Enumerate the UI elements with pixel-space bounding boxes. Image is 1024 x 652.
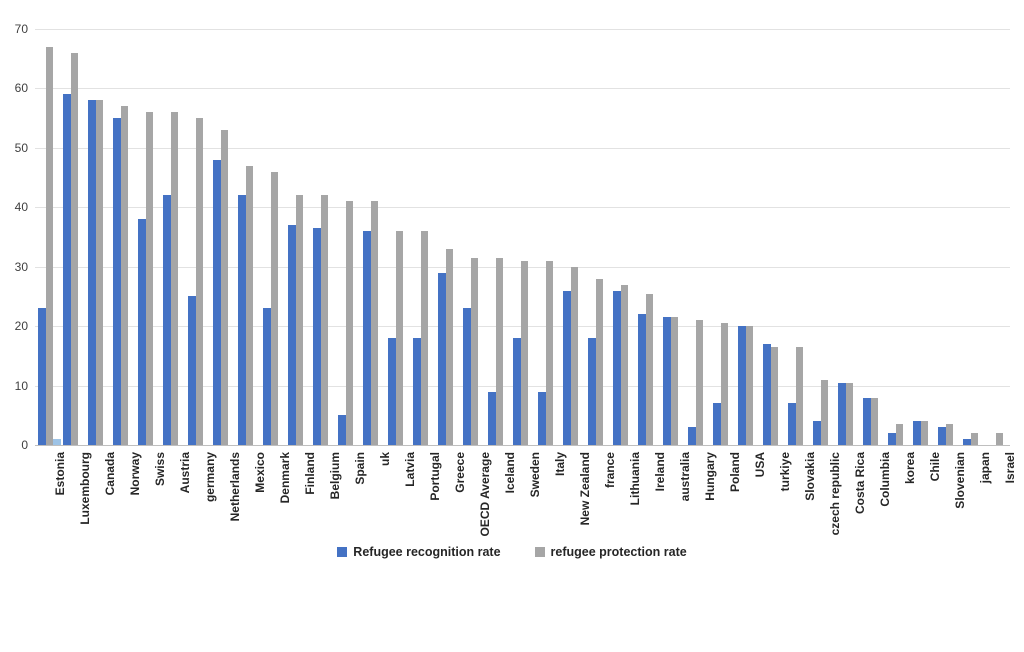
recognition-bar-germany — [188, 296, 196, 445]
recognition-bar-columbia — [863, 397, 871, 445]
recognition-bar-oecd-average — [463, 308, 471, 445]
protection-bar-japan — [970, 433, 978, 445]
recognition-bar-uk — [363, 231, 371, 445]
recognition-bar-poland — [713, 403, 721, 445]
recognition-bar-chile — [913, 421, 921, 445]
recognition-bar-new-zealand — [563, 290, 571, 445]
y-axis-label: 70 — [14, 22, 28, 36]
legend: Refugee recognition rate refugee protect… — [0, 543, 1024, 561]
protection-bar-netherlands — [220, 130, 228, 445]
protection-bar-finland — [295, 195, 303, 445]
protection-bar-swiss — [145, 112, 153, 445]
recognition-bar-korea — [888, 433, 896, 445]
y-axis-label: 10 — [14, 378, 28, 393]
protection-bar-denmark — [270, 171, 278, 445]
protection-bar-estonia — [45, 46, 53, 445]
recognition-bar-norway — [113, 118, 121, 445]
recognition-bar-netherlands — [213, 159, 221, 445]
recognition-bar-spain — [338, 415, 346, 445]
recognition-bar-lithuania — [613, 290, 621, 445]
legend-item-protection-rate: refugee protection rate — [534, 545, 687, 559]
recognition-bar-costa-rica — [838, 382, 846, 445]
protection-bar-czech-republic — [820, 379, 828, 445]
recognition-bar-sweden — [513, 338, 521, 445]
protection-bar-canada — [95, 100, 103, 445]
gridline — [35, 29, 1010, 30]
protection-bar-columbia — [870, 397, 878, 445]
protection-bar-iceland — [495, 257, 503, 445]
legend-swatch-gray-icon — [534, 547, 545, 557]
extra-light-blue-bar-estonia — [53, 439, 61, 445]
recognition-bar-australia — [663, 317, 671, 445]
protection-bar-slovakia — [795, 346, 803, 445]
legend-swatch-blue-icon — [337, 547, 348, 557]
protection-bar-italy — [545, 260, 553, 445]
recognition-bar-mexico — [238, 195, 246, 445]
protection-bar-costa-rica — [845, 382, 853, 445]
recognition-bar-slovenian — [938, 427, 946, 445]
recognition-bar-denmark — [263, 308, 271, 445]
protection-bar-austria — [170, 112, 178, 445]
protection-bar-korea — [895, 424, 903, 445]
protection-bar-poland — [720, 323, 728, 445]
recognition-bar-italy — [538, 391, 546, 445]
recognition-bar-greece — [438, 272, 446, 445]
protection-bar-germany — [195, 118, 203, 445]
recognition-bar-usa — [738, 326, 746, 445]
y-axis-label: 50 — [14, 140, 28, 155]
protection-bar-usa — [745, 326, 753, 445]
x-axis-line — [35, 445, 1010, 446]
protection-bar-france — [595, 278, 603, 445]
protection-bar-greece — [445, 248, 453, 445]
y-axis-label: 20 — [14, 319, 28, 334]
recognition-bar-belgium — [313, 228, 321, 445]
protection-bar-portugal — [420, 231, 428, 445]
recognition-bar-swiss — [138, 219, 146, 445]
y-axis-label: 60 — [14, 81, 28, 96]
protection-bar-uk — [370, 201, 378, 445]
protection-bar-chile — [920, 421, 928, 445]
recognition-bar-luxembourg — [63, 94, 71, 445]
legend-label-protection-rate: refugee protection rate — [550, 545, 687, 559]
legend-item-recognition-rate: Refugee recognition rate — [337, 545, 501, 559]
recognition-bar-estonia — [38, 308, 46, 445]
protection-bar-lithuania — [620, 284, 628, 445]
protection-bar-hungary — [695, 320, 703, 445]
gridline — [35, 207, 1010, 209]
gridline — [35, 88, 1010, 90]
recognition-bar-ireland — [638, 314, 646, 445]
protection-bar-luxembourg — [70, 52, 78, 445]
recognition-bar-canada — [88, 100, 96, 445]
protection-bar-slovenian — [945, 424, 953, 445]
recognition-bar-austria — [163, 195, 171, 445]
protection-bar-new-zealand — [570, 266, 578, 445]
recognition-bar-latvia — [388, 338, 396, 445]
recognition-bar-france — [588, 338, 596, 445]
protection-bar-israel — [995, 433, 1003, 445]
recognition-bar-portugal — [413, 338, 421, 445]
recognition-bar-czech-republic — [813, 421, 821, 445]
protection-bar-turkiye — [770, 346, 778, 445]
y-axis-label: 30 — [14, 259, 28, 274]
protection-bar-australia — [670, 317, 678, 445]
protection-bar-sweden — [520, 260, 528, 445]
bar-chart: 0 10 20 30 40 50 60 70 Estonia Luxembourg Canada No… — [0, 22, 1024, 561]
protection-bar-norway — [120, 106, 128, 445]
protection-bar-belgium — [320, 195, 328, 445]
protection-bar-spain — [345, 201, 353, 445]
recognition-bar-finland — [288, 225, 296, 445]
protection-bar-latvia — [395, 231, 403, 445]
protection-bar-ireland — [645, 293, 653, 445]
legend-label-recognition-rate: Refugee recognition rate — [353, 545, 501, 559]
gridline — [35, 147, 1010, 149]
protection-bar-mexico — [245, 165, 253, 445]
protection-bar-oecd-average — [470, 257, 478, 445]
recognition-bar-japan — [963, 439, 971, 445]
recognition-bar-turkiye — [763, 344, 771, 445]
recognition-bar-iceland — [488, 391, 496, 445]
recognition-bar-hungary — [688, 427, 696, 445]
y-axis-label: 40 — [14, 200, 28, 215]
y-axis-label: 0 — [21, 438, 28, 452]
recognition-bar-slovakia — [788, 403, 796, 445]
